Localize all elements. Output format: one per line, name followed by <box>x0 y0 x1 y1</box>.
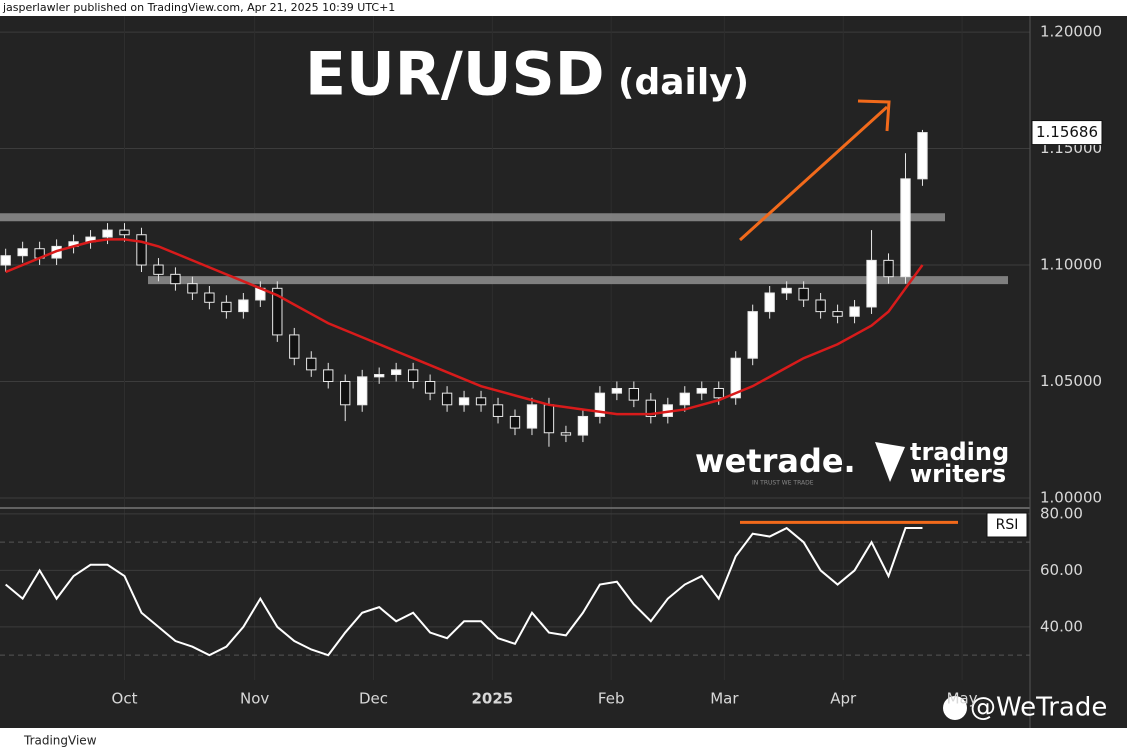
y-tick-label: 40.00 <box>1040 617 1083 635</box>
last-price-box <box>1031 120 1103 146</box>
watermark: @WeTrade <box>970 693 1107 723</box>
candle-body <box>441 392 453 406</box>
candle-body <box>17 248 28 257</box>
legend-label: RSI <box>996 517 1019 533</box>
y-tick-label: 60.00 <box>1040 561 1083 579</box>
candle-body <box>560 432 572 436</box>
candle-body <box>781 287 792 294</box>
candle-body <box>832 311 843 317</box>
tw-icon <box>875 442 905 482</box>
candle-body <box>594 392 606 417</box>
candle-body <box>679 392 690 406</box>
candle-body <box>577 415 589 436</box>
y-tick-label: 1.10000 <box>1040 256 1102 274</box>
y-tick-label: 80.00 <box>1040 504 1083 522</box>
footer-bg <box>0 728 1127 751</box>
candle-body <box>764 292 775 313</box>
marks <box>0 129 1008 657</box>
candle-body <box>645 399 656 417</box>
candle-body <box>730 357 741 399</box>
candle-body <box>883 259 894 278</box>
candle-body <box>407 369 419 383</box>
candle-body <box>204 292 215 303</box>
candle-body <box>357 376 368 406</box>
footer: TradingView <box>23 734 97 748</box>
candle-body <box>289 334 300 359</box>
candle-body <box>543 404 555 434</box>
candle-body <box>747 311 758 359</box>
x-tick-label: Oct <box>112 690 138 708</box>
candle-body <box>306 357 317 371</box>
candle-body <box>628 387 640 401</box>
x-tick-label: Mar <box>710 690 739 708</box>
candle-body <box>815 299 826 313</box>
x-tick-label: Dec <box>359 690 388 708</box>
wetrade-logo: wetrade. <box>695 442 856 480</box>
candle-body <box>509 415 521 429</box>
x-tick-label: Apr <box>830 690 857 708</box>
x-tick-label: 2025 <box>471 690 513 708</box>
fb-icon <box>943 696 967 720</box>
subtitle: (daily) <box>618 62 749 103</box>
candle-body <box>187 283 198 294</box>
candle-body <box>136 234 147 266</box>
arrow <box>738 99 891 242</box>
candle-body <box>390 369 402 376</box>
tw-logo-1: trading <box>910 438 1009 466</box>
title: EUR/USD <box>305 40 605 110</box>
legend-box <box>986 512 1028 538</box>
chart-bg <box>0 16 1127 728</box>
candle-body <box>713 387 724 399</box>
candle-body <box>849 306 860 317</box>
candle-body <box>611 387 623 394</box>
candle-body <box>374 374 385 378</box>
candle-body <box>526 404 538 429</box>
candle-body <box>238 299 249 313</box>
y-tick-label: 1.05000 <box>1040 372 1102 390</box>
x-tick-label: Nov <box>240 690 269 708</box>
candle-body <box>475 397 487 406</box>
moving-average <box>5 238 924 416</box>
candle-body <box>458 397 470 406</box>
candle-body <box>170 273 181 285</box>
candle-body <box>323 369 334 383</box>
candle-body <box>696 387 707 394</box>
candle-body <box>866 259 877 308</box>
candle-body <box>340 381 351 406</box>
candle-body <box>900 178 911 278</box>
grid <box>0 16 1030 680</box>
candle-body <box>424 381 436 394</box>
rsi-line <box>5 526 923 657</box>
candle-body <box>221 301 232 313</box>
wetrade-tagline: IN TRUST WE TRADE <box>752 480 814 487</box>
candle-body <box>0 255 11 266</box>
x-tick-label: Feb <box>598 690 625 708</box>
x-tick-label: May <box>947 690 978 708</box>
candle-body <box>492 404 504 417</box>
candle-body <box>917 132 928 180</box>
header: jasperlawler published on TradingView.co… <box>2 1 395 14</box>
candle-body <box>102 229 113 238</box>
candle-body <box>272 287 283 336</box>
y-tick-label: 1.00000 <box>1040 488 1102 506</box>
y-tick-label: 1.20000 <box>1040 23 1102 41</box>
candle-body <box>153 264 164 275</box>
tw-logo-2: writers <box>910 460 1006 488</box>
last-price-label: 1.15686 <box>1036 123 1098 141</box>
candle-body <box>798 287 809 301</box>
candle-body <box>119 229 130 236</box>
